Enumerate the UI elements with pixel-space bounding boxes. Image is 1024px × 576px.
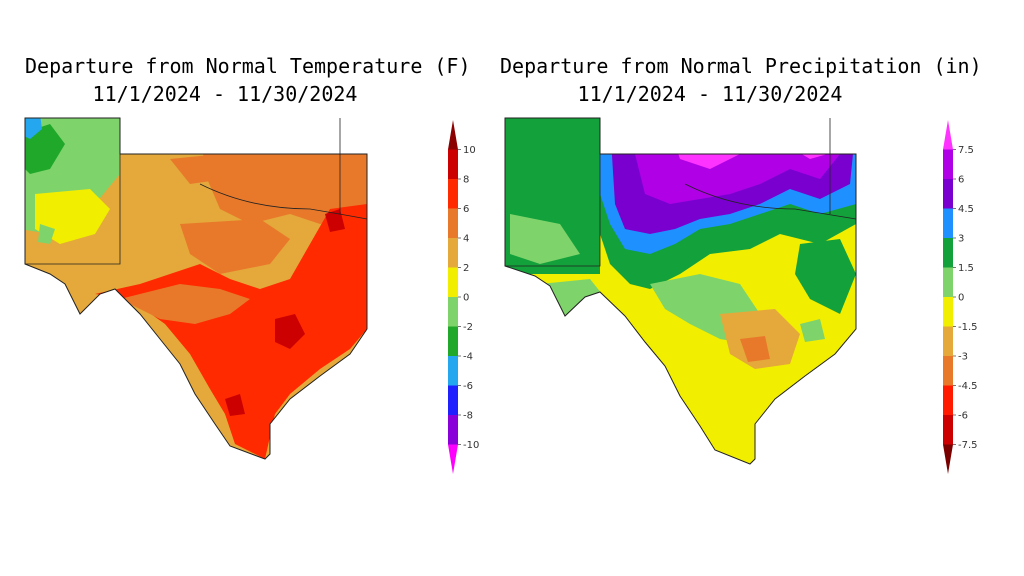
- precipitation-colorbar-segment: [943, 415, 953, 445]
- temperature-colorbar-segment: [448, 267, 458, 297]
- temperature-colorbar-tick-label: -8: [463, 411, 473, 422]
- precipitation-colorbar-tick-label: 4.5: [958, 204, 974, 215]
- temperature-colorbar-segment: [448, 238, 458, 268]
- temperature-colorbar-segment: [448, 415, 458, 445]
- precipitation-colorbar-segment: [943, 444, 953, 474]
- temperature-colorbar-segment: [448, 120, 458, 150]
- precipitation-colorbar-segment: [943, 120, 953, 150]
- temperature-colorbar-segment: [448, 297, 458, 327]
- temperature-colorbar-tick-label: -10: [463, 440, 479, 451]
- temperature-colorbar-segment: [448, 326, 458, 356]
- temperature-colorbar-segment: [448, 179, 458, 209]
- temperature-colorbar-segment: [448, 356, 458, 386]
- precipitation-colorbar-segment: [943, 267, 953, 297]
- temperature-colorbar-tick-label: 4: [463, 234, 469, 245]
- precipitation-colorbar-tick-label: 6: [958, 175, 964, 186]
- precipitation-colorbar-segment: [943, 238, 953, 268]
- precipitation-colorbar-tick-label: -6: [958, 411, 968, 422]
- precipitation-colorbar-segment: [943, 208, 953, 238]
- precipitation-colorbar: 7.5 6 4.5 3 1.5 0 -1.5 -3 -4.5 -6 -7.5: [943, 120, 978, 474]
- temperature-colorbar-segment: [448, 385, 458, 415]
- temperature-colorbar-segment: [448, 444, 458, 474]
- precipitation-colorbar-segment: [943, 149, 953, 179]
- precipitation-colorbar-segment: [943, 385, 953, 415]
- precipitation-colorbar-tick-label: 0: [958, 293, 964, 304]
- temperature-colorbar-tick-label: 10: [463, 145, 476, 156]
- temperature-colorbar-segment: [448, 149, 458, 179]
- temperature-colorbar-tick-label: -2: [463, 322, 473, 333]
- precipitation-map: [504, 117, 857, 465]
- temperature-colorbar-tick-label: 8: [463, 175, 469, 186]
- precipitation-colorbar-tick-label: 1.5: [958, 263, 974, 274]
- precipitation-colorbar-tick-label: 7.5: [958, 145, 974, 156]
- temperature-colorbar-tick-label: 0: [463, 293, 469, 304]
- temperature-colorbar-tick-label: -4: [463, 352, 473, 363]
- temperature-period-text: 11/1/2024 - 11/30/2024: [92, 82, 358, 106]
- temperature-panel: Departure from Normal Temperature (F) 11…: [24, 52, 479, 474]
- temperature-map-title: Departure from Normal Temperature (F) 11…: [25, 52, 471, 108]
- precipitation-colorbar-segment: [943, 179, 953, 209]
- temperature-colorbar: 10 8 6 4 2 0 -2 -4 -6 -8 -10: [448, 120, 479, 474]
- precipitation-colorbar-segment: [943, 326, 953, 356]
- precipitation-title-text: Departure from Normal Precipitation (in): [500, 54, 982, 78]
- temperature-map: [24, 117, 368, 460]
- temperature-colorbar-tick-label: 6: [463, 204, 469, 215]
- precipitation-colorbar-segment: [943, 356, 953, 386]
- temperature-title-text: Departure from Normal Temperature (F): [25, 54, 471, 78]
- precipitation-colorbar-segment: [943, 297, 953, 327]
- precipitation-colorbar-tick-label: -3: [958, 352, 968, 363]
- temperature-colorbar-tick-label: -6: [463, 381, 473, 392]
- precipitation-colorbar-tick-label: -4.5: [958, 381, 978, 392]
- precipitation-period-text: 11/1/2024 - 11/30/2024: [577, 82, 843, 106]
- precipitation-map-title: Departure from Normal Precipitation (in)…: [500, 52, 982, 108]
- precipitation-panel: Departure from Normal Precipitation (in)…: [480, 0, 1024, 576]
- precipitation-colorbar-tick-label: -1.5: [958, 322, 978, 333]
- temperature-colorbar-segment: [448, 208, 458, 238]
- precipitation-colorbar-tick-label: -7.5: [958, 440, 978, 451]
- temperature-colorbar-tick-label: 2: [463, 263, 469, 274]
- precipitation-colorbar-tick-label: 3: [958, 234, 964, 245]
